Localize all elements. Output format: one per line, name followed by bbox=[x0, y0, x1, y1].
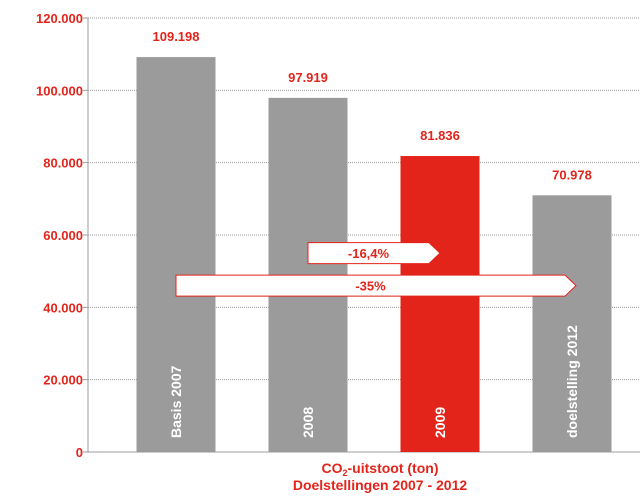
data-label: 70.978 bbox=[552, 167, 592, 182]
annotation-arrow bbox=[307, 242, 441, 265]
y-tick-label: 80.000 bbox=[43, 156, 83, 171]
chart-title: CO2-uitstoot (ton) bbox=[322, 460, 439, 478]
annotation-arrow bbox=[175, 274, 577, 297]
data-label: 109.198 bbox=[153, 29, 200, 44]
chart-title-subscript: 2 bbox=[343, 468, 348, 478]
data-label: 81.836 bbox=[420, 128, 460, 143]
data-label: 97.919 bbox=[288, 70, 328, 85]
bar bbox=[400, 156, 480, 452]
y-tick-label: 40.000 bbox=[43, 300, 83, 315]
annotation-label: -35% bbox=[355, 279, 386, 294]
category-label: Basis 2007 bbox=[168, 365, 184, 438]
y-tick-label: 20.000 bbox=[43, 373, 83, 388]
annotations: -16,4% -35% bbox=[175, 242, 577, 297]
y-tick-label: 0 bbox=[76, 445, 83, 460]
chart-title-group: CO2-uitstoot (ton) Doelstellingen 2007 -… bbox=[293, 460, 468, 493]
bars: 109.198 Basis 2007 97.919 2008 81.836 2009 70.… bbox=[136, 29, 612, 453]
y-tick-label: 120.000 bbox=[36, 11, 83, 26]
chart-subtitle: Doelstellingen 2007 - 2012 bbox=[293, 477, 468, 493]
y-tick-label: 100.000 bbox=[36, 83, 83, 98]
category-label: 2009 bbox=[432, 407, 448, 438]
y-axis: 0 20.000 40.000 60.000 80.000 100.000 120.000 bbox=[36, 11, 640, 460]
y-tick-label: 60.000 bbox=[43, 228, 83, 243]
category-label: doelstelling 2012 bbox=[564, 325, 580, 438]
annotation-label: -16,4% bbox=[348, 246, 390, 261]
bar bbox=[532, 195, 612, 452]
bar bbox=[136, 57, 216, 453]
category-label: 2008 bbox=[300, 407, 316, 438]
